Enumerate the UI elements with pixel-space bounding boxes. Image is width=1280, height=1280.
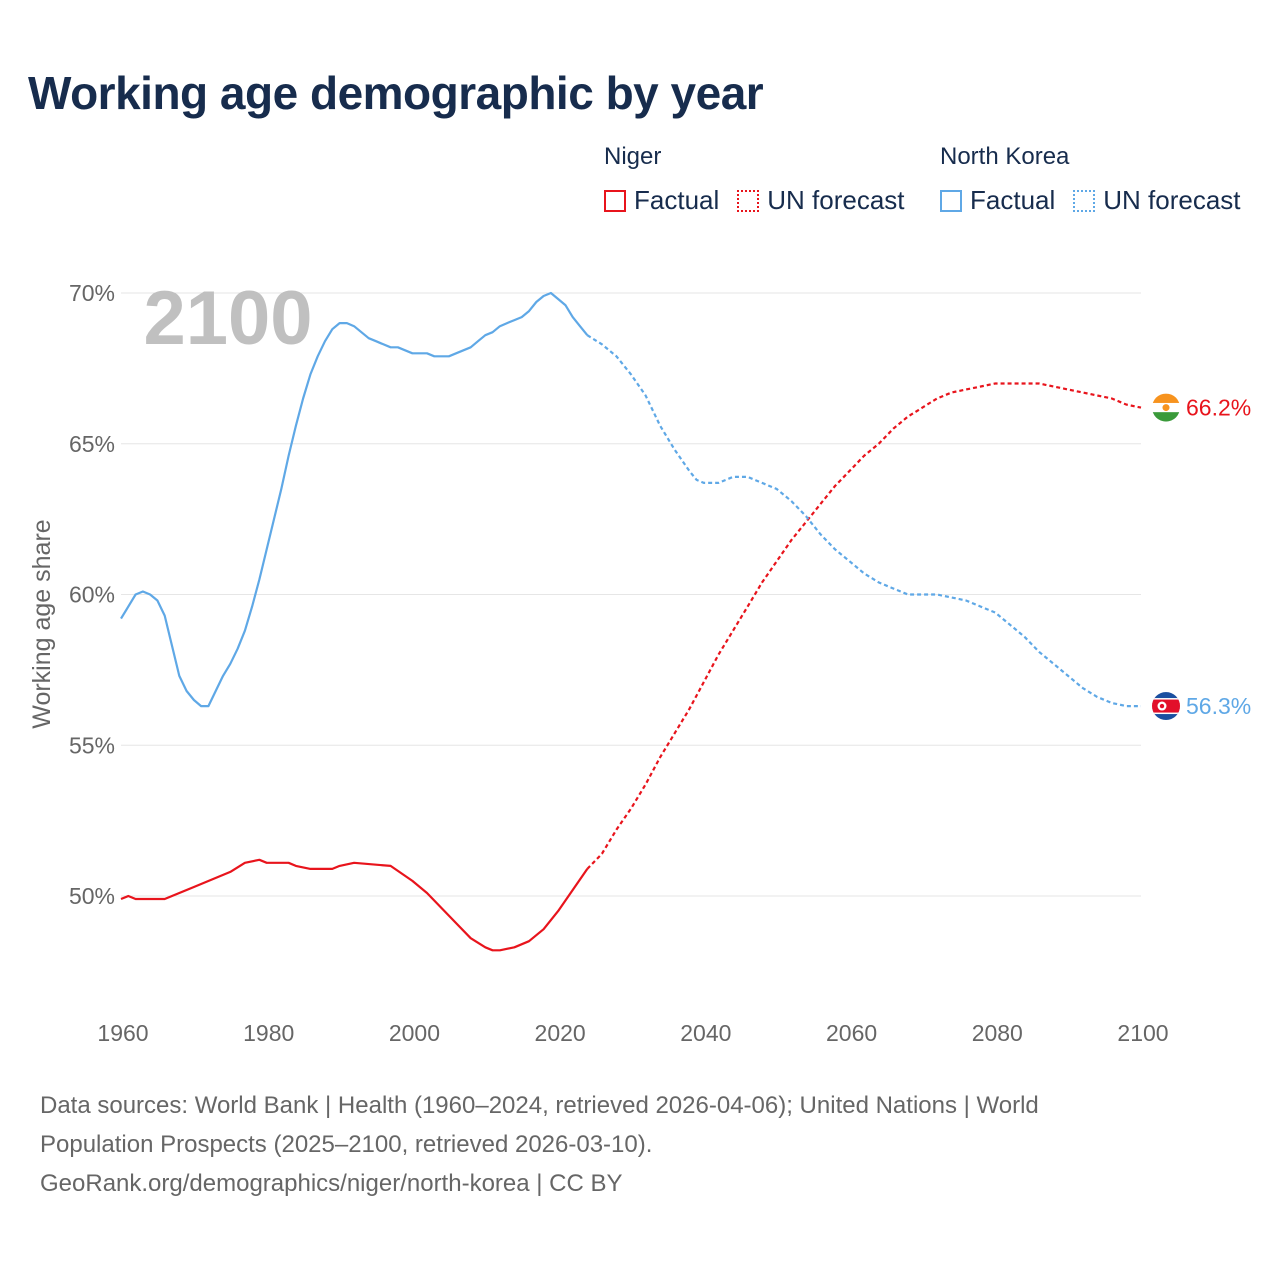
x-tick-label: 2000 <box>389 1020 440 1046</box>
x-tick-label: 2020 <box>535 1020 586 1046</box>
legend-item-niger-forecast[interactable]: UN forecast <box>737 185 905 216</box>
legend-country-name: North Korea <box>940 143 1070 170</box>
x-tick-label: 2100 <box>1117 1020 1168 1046</box>
series-line-north-korea-factual <box>120 291 589 708</box>
y-tick-label: 65% <box>69 431 115 457</box>
legend-country-name: Niger <box>604 143 662 170</box>
y-axis-label: Working age share <box>28 519 56 728</box>
end-markers: 66.2% 56.3% <box>1152 393 1251 721</box>
year-watermark: 2100 <box>143 276 312 361</box>
grid-lines <box>121 292 1141 897</box>
legend-item-niger-factual[interactable]: Factual <box>604 185 719 216</box>
legend-item-north-korea-factual[interactable]: Factual <box>940 185 1055 216</box>
source-line: Data sources: World Bank | Health (1960–… <box>40 1092 1039 1119</box>
x-tick-label: 2040 <box>680 1020 731 1046</box>
flag-star <box>1159 703 1165 709</box>
legend-label: UN forecast <box>1103 185 1241 215</box>
end-value-label-north-korea: 56.3% <box>1186 693 1251 719</box>
legend-label: Factual <box>970 185 1056 215</box>
line-chart: 2100 50% 55% 60% 65% 70% 1960 1980 2000 2020 204… <box>28 276 1251 1046</box>
source-line: Population Prospects (2025–2100, retriev… <box>40 1131 653 1158</box>
series-lines <box>120 291 1142 952</box>
series-line-niger-factual <box>120 858 589 952</box>
legend-swatch-solid <box>604 189 626 212</box>
series-line-niger-forecast <box>586 382 1142 870</box>
flag-body <box>1152 692 1180 721</box>
legend-label: Factual <box>634 185 720 215</box>
y-tick-label: 50% <box>69 883 115 909</box>
legend-group-north-korea: North Korea Factual UN forecast <box>940 143 1259 216</box>
y-tick-label: 60% <box>69 582 115 608</box>
flag-icon-niger <box>1152 393 1180 422</box>
flag-disc <box>1162 404 1170 412</box>
legend-label: UN forecast <box>767 185 905 215</box>
x-axis-ticks: 1960 1980 2000 2020 2040 2060 2080 2100 <box>97 1020 1168 1046</box>
source-note: Data sources: World Bank | Health (1960–… <box>40 1086 1200 1203</box>
flag-body <box>1152 393 1180 422</box>
flag-icon-north-korea <box>1152 692 1180 721</box>
y-tick-label: 55% <box>69 732 115 758</box>
x-tick-label: 1960 <box>97 1020 148 1046</box>
legend-group-niger: Niger Factual UN forecast <box>604 143 923 216</box>
legend-swatch-dotted <box>737 189 760 212</box>
flag-stripe <box>1152 393 1180 403</box>
legend-swatch-dotted <box>1073 189 1096 212</box>
source-link[interactable]: GeoRank.org/demographics/niger/north-kor… <box>40 1170 623 1197</box>
y-tick-label: 70% <box>69 280 115 306</box>
x-tick-label: 2080 <box>972 1020 1023 1046</box>
end-value-label-niger: 66.2% <box>1186 395 1251 421</box>
x-tick-label: 1980 <box>243 1020 294 1046</box>
x-tick-label: 2060 <box>826 1020 877 1046</box>
legend-item-north-korea-forecast[interactable]: UN forecast <box>1073 185 1241 216</box>
legend-swatch-solid <box>940 189 962 212</box>
series-line-north-korea-forecast <box>586 334 1141 708</box>
chart-title: Working age demographic by year <box>28 67 764 119</box>
flag-stripe <box>1152 412 1180 422</box>
y-axis-ticks: 50% 55% 60% 65% 70% <box>69 280 115 909</box>
